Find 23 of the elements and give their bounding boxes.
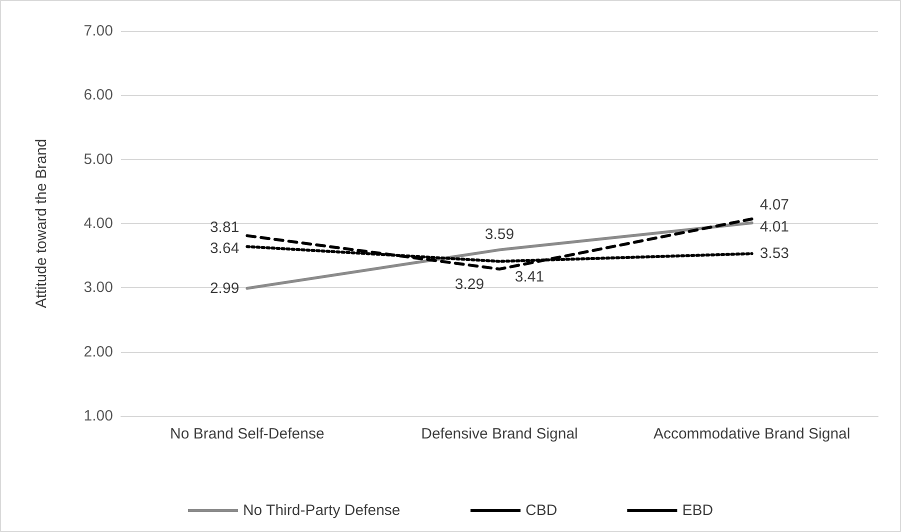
data-label: 4.07 — [760, 196, 790, 214]
x-tick-label: No Brand Self-Defense — [170, 426, 324, 442]
x-tick-label: Accommodative Brand Signal — [653, 426, 850, 442]
y-tick-label: 7.00 — [84, 22, 113, 40]
data-label: 3.53 — [760, 245, 790, 262]
y-tick-label: 5.00 — [84, 150, 113, 168]
y-tick-label: 4.00 — [84, 215, 113, 232]
y-axis-title: Attitude toward the Brand — [33, 138, 50, 308]
y-tick-label: 2.00 — [84, 343, 113, 360]
data-label: 4.01 — [760, 218, 790, 236]
y-tick-label: 1.00 — [84, 408, 113, 424]
data-label: 2.99 — [210, 280, 240, 297]
data-label: 3.29 — [454, 276, 484, 294]
data-label: 3.81 — [210, 219, 240, 236]
legend-label: CBD — [526, 502, 558, 519]
data-label: 3.41 — [514, 268, 544, 286]
data-label: 3.59 — [484, 226, 514, 243]
x-tick-label: Defensive Brand Signal — [421, 426, 578, 442]
legend-label: No Third-Party Defense — [242, 502, 400, 519]
y-tick-label: 6.00 — [84, 86, 113, 104]
data-label: 3.64 — [210, 240, 240, 258]
y-tick-label: 3.00 — [84, 279, 113, 296]
legend-label: EBD — [682, 502, 714, 519]
